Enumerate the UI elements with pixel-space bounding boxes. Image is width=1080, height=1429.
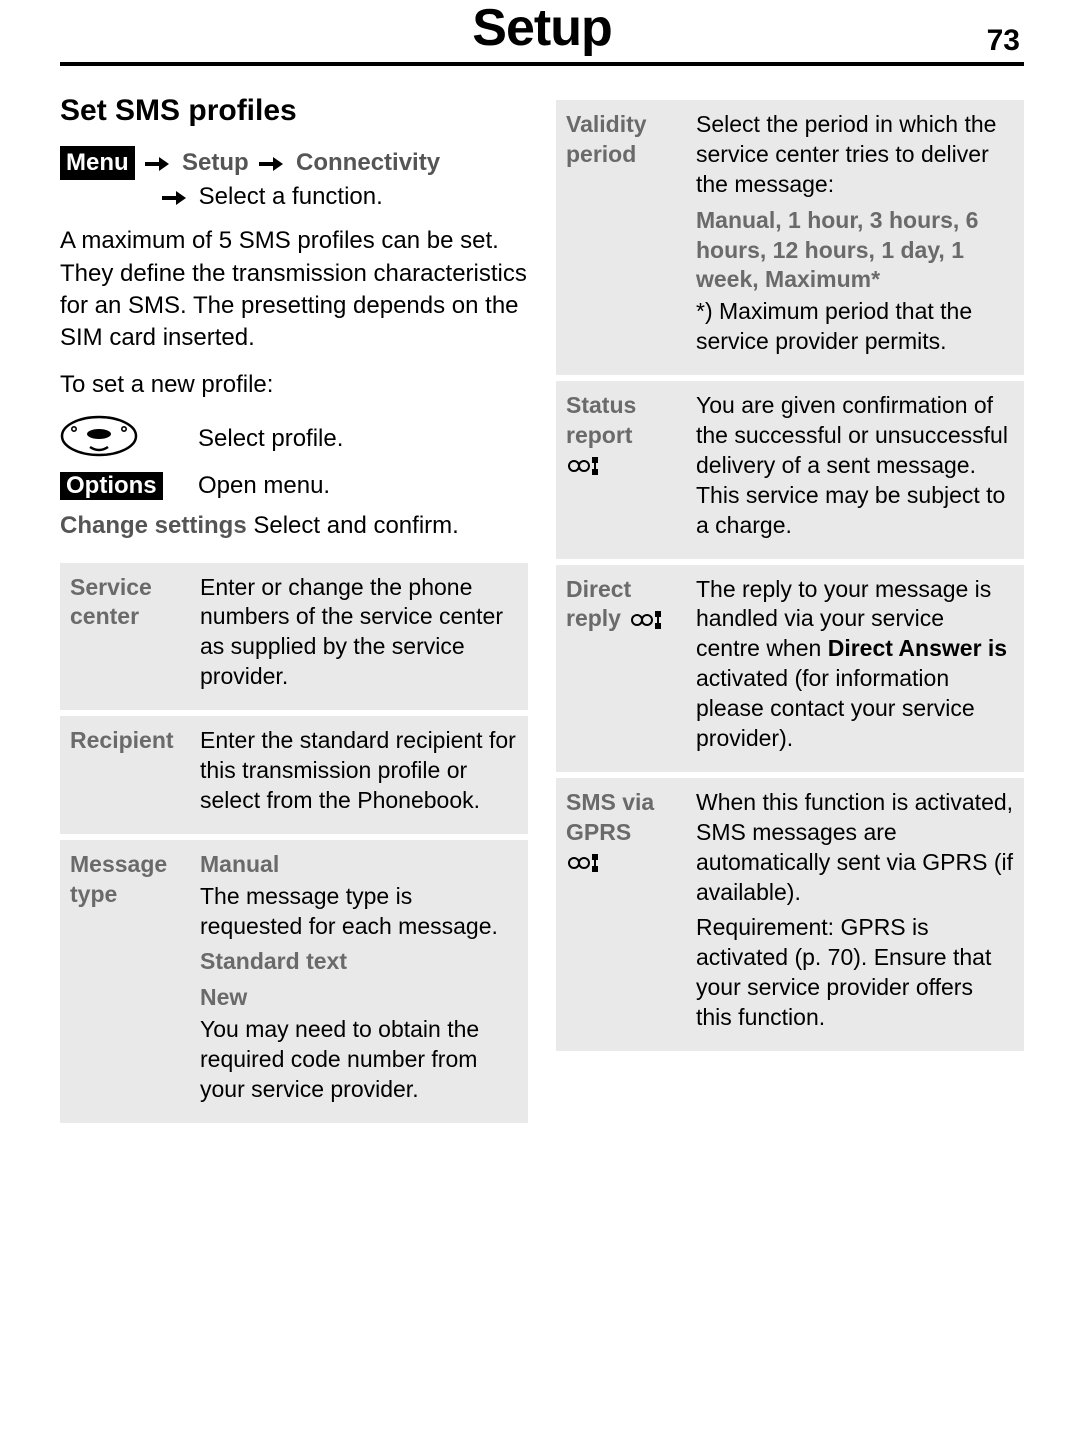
table-label: Servicecenter: [60, 563, 190, 711]
options-badge: Options: [60, 472, 163, 500]
table-body-text: Enter or change the phone numbers of the…: [200, 573, 518, 693]
table-body-text: You are given confirmation of the succes…: [696, 391, 1014, 540]
table-row: ServicecenterEnter or change the phone n…: [60, 563, 528, 711]
table-row: SMS viaGPRSWhen this function is activat…: [556, 778, 1024, 1051]
table-body: When this function is activated, SMS mes…: [686, 778, 1024, 1051]
table-label: Statusreport: [556, 381, 686, 558]
table-subhead: Manual, 1 hour, 3 hours, 6 hours, 12 hou…: [696, 206, 1014, 296]
table-label: Recipient: [60, 716, 190, 834]
right-column: ValidityperiodSelect the period in which…: [556, 94, 1024, 1129]
table-subhead: Manual: [200, 850, 518, 880]
operator-icon: [629, 609, 663, 631]
table-body-text: The message type is requested for each m…: [200, 882, 518, 942]
step2-text: Open menu.: [198, 472, 330, 500]
table-label: Messagetype: [60, 840, 190, 1123]
table-subhead: Standard text: [200, 947, 518, 977]
breadcrumb-connectivity: Connectivity: [296, 149, 440, 176]
table-body-text: The reply to your message is handled via…: [696, 575, 1014, 754]
change-settings-line: Change settings Select and confirm.: [60, 510, 528, 542]
nav-key-icon: [60, 415, 138, 457]
operator-icon: [566, 455, 600, 477]
table-subhead: New: [200, 983, 518, 1013]
table-label: Validityperiod: [556, 100, 686, 375]
table-body: You are given confirmation of the succes…: [686, 381, 1024, 558]
table-row: MessagetypeManualThe message type is req…: [60, 840, 528, 1123]
change-settings-bold: Change settings: [60, 512, 247, 539]
table-body-text: *) Maximum period that the service provi…: [696, 297, 1014, 357]
table-label: SMS viaGPRS: [556, 778, 686, 1051]
arrow-icon: [162, 191, 188, 205]
content-columns: Set SMS profiles Menu Setup Connectivity…: [60, 94, 1024, 1129]
page-title: Setup: [472, 0, 611, 58]
table-row: Directreply The reply to your message is…: [556, 565, 1024, 772]
page-number: 73: [987, 24, 1024, 58]
table-body-text: Enter the standard recipient for this tr…: [200, 726, 518, 816]
table-body: Select the period in which the service c…: [686, 100, 1024, 375]
table-body: ManualThe message type is requested for …: [190, 840, 528, 1123]
table-label: Directreply: [556, 565, 686, 772]
breadcrumb: Menu Setup Connectivity Select a functio…: [60, 146, 528, 213]
table-row: ValidityperiodSelect the period in which…: [556, 100, 1024, 375]
arrow-icon: [145, 157, 171, 171]
menu-badge: Menu: [60, 146, 135, 180]
change-settings-rest: Select and confirm.: [247, 512, 459, 539]
left-column: Set SMS profiles Menu Setup Connectivity…: [60, 94, 528, 1129]
breadcrumb-setup: Setup: [182, 149, 249, 176]
table-row: RecipientEnter the standard recipient fo…: [60, 716, 528, 834]
page-header: Setup 73: [60, 24, 1024, 66]
step-select-profile: Select profile.: [60, 415, 528, 462]
breadcrumb-select-fn: Select a function.: [199, 183, 383, 210]
table-body: Enter the standard recipient for this tr…: [190, 716, 528, 834]
table-body: The reply to your message is handled via…: [686, 565, 1024, 772]
table-body-text: Requirement: GPRS is activated (p. 70). …: [696, 913, 1014, 1033]
table-body-text: When this function is activated, SMS mes…: [696, 788, 1014, 908]
intro-text: A maximum of 5 SMS profiles can be set. …: [60, 225, 528, 355]
table-body-text: You may need to obtain the required code…: [200, 1015, 518, 1105]
operator-icon: [566, 852, 600, 874]
section-heading: Set SMS profiles: [60, 94, 528, 128]
table-body-text: Select the period in which the service c…: [696, 110, 1014, 200]
step1-text: Select profile.: [198, 425, 343, 453]
step-open-menu: Options Open menu.: [60, 472, 528, 500]
left-settings-table: ServicecenterEnter or change the phone n…: [60, 557, 528, 1129]
table-body: Enter or change the phone numbers of the…: [190, 563, 528, 711]
right-settings-table: ValidityperiodSelect the period in which…: [556, 94, 1024, 1057]
table-row: StatusreportYou are given confirmation o…: [556, 381, 1024, 558]
to-set-text: To set a new profile:: [60, 369, 528, 401]
arrow-icon: [259, 157, 285, 171]
